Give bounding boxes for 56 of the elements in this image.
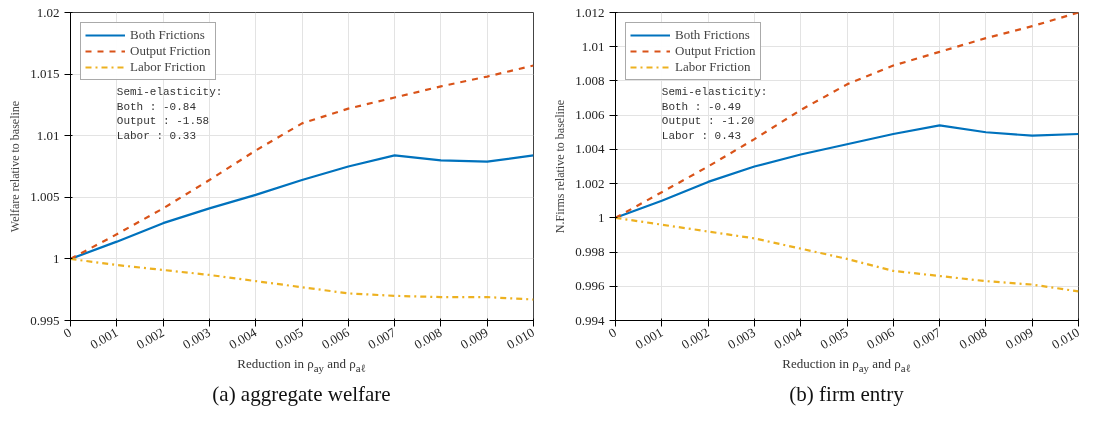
y-tick-label: 1.006 [575,107,605,123]
x-tick-label: 0.008 [411,324,445,353]
legend-label: Output Friction [675,43,756,59]
x-tick-label: 0.005 [817,324,851,353]
x-tick-label: 0.009 [1002,324,1036,353]
y-tick-label: 1.008 [575,72,605,88]
line-series [615,216,1079,293]
x-tick-label: 0.006 [863,324,898,353]
x-tick-label: 0.003 [180,324,213,353]
y-tick-label: 1 [53,250,60,266]
x-axis-title: Reduction in ρ$_{ay}$ and ρ$_{aℓ}$ [781,355,912,376]
x-tick-label: 0.010 [1049,324,1082,353]
x-tick-label: 0.009 [457,324,491,353]
line-series [615,12,1079,219]
text: (b) firm entry [788,381,905,408]
y-tick-label: 1.02 [36,4,60,20]
y-axis-title: Welfare relative to baseline [8,100,23,233]
y-tick-label: 1.01 [36,127,60,143]
y-tick-label: 1.015 [30,66,60,82]
x-tick-label: 0.007 [365,324,399,353]
y-tick-label: 1.012 [575,4,605,20]
y-tick-label: 1.01 [581,38,605,54]
x-tick-label: 0.004 [771,324,805,353]
y-axis-title: N.Firms relative to baseline [553,99,568,234]
x-tick-label: 0.005 [272,324,306,353]
y-tick-label: 1.004 [575,141,605,157]
y-tick-label: 0.995 [30,312,60,328]
x-tick-label: 0.001 [87,324,121,353]
y-tick-label: 1.005 [30,189,60,205]
x-tick-label: 0.006 [318,324,353,353]
line-series [70,64,534,260]
y-tick-label: 0.996 [575,278,605,294]
y-tick-label: 0.994 [575,312,605,328]
x-tick-label: 0.010 [504,324,537,353]
x-tick-label: 0.002 [133,324,167,353]
annotation: Semi-elasticity: Both : -0.49 Output : -1.20 Labor : 0.43 [661,86,768,142]
annotation: Semi-elasticity: Both : -0.84 Output : -1.58 Labor : 0.33 [116,86,223,142]
line-series [70,257,534,301]
x-axis-title: Reduction in ρ$_{ay}$ and ρ$_{aℓ}$ [236,355,367,376]
x-tick-label: 0 [60,324,74,341]
legend-label: Labor Friction [130,59,206,75]
x-tick-label: 0.003 [725,324,758,353]
legend-label: Both Frictions [130,27,205,43]
y-tick-label: 0.998 [575,244,605,260]
text: (a) aggregate welfare [211,381,392,408]
x-tick-label: 0.008 [956,324,990,353]
y-tick-label: 1 [598,209,605,225]
y-tick-label: 1.002 [575,175,605,191]
x-tick-label: 0 [605,324,619,341]
legend-label: Output Friction [130,43,211,59]
legend-label: Both Frictions [675,27,750,43]
x-tick-label: 0.007 [910,324,944,353]
x-tick-label: 0.004 [226,324,260,353]
legend-label: Labor Friction [675,59,751,75]
x-tick-label: 0.001 [632,324,666,353]
x-tick-label: 0.002 [678,324,712,353]
